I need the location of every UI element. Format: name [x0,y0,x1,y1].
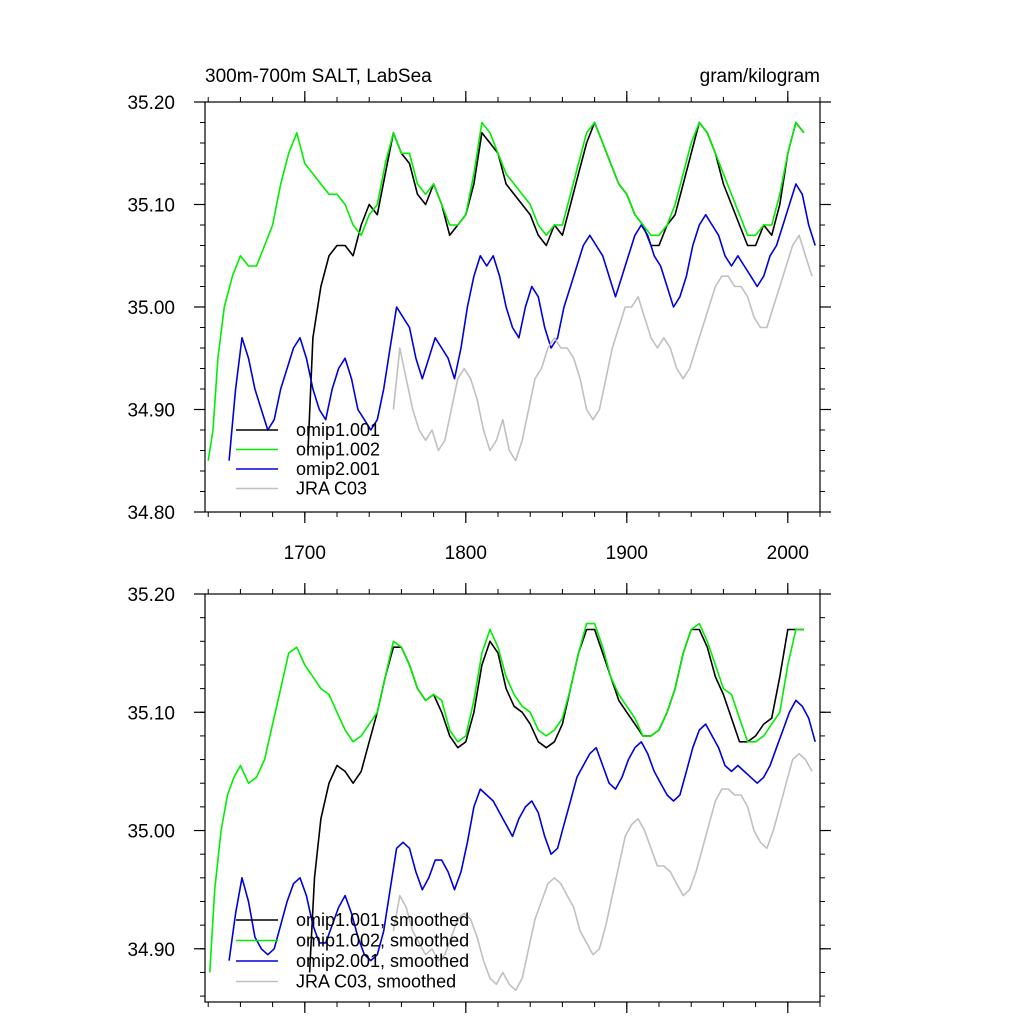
y-tick-label: 34.90 [127,940,175,961]
chart-units: gram/kilogram [700,66,820,87]
series-line-1-1 [209,622,804,973]
y-tick-label: 35.00 [127,822,175,843]
legend-label-1: omip1.002, smoothed [296,931,469,951]
legend-label-0: omip1.001, smoothed [296,910,469,930]
x-tick-label: 2000 [767,543,809,564]
legend-label-1: omip1.002 [296,440,380,460]
y-tick-label: 34.90 [127,401,175,422]
series-line-0-3 [392,234,813,462]
chart-title: 300m-700m SALT, LabSea [205,66,432,87]
x-tick-label: 1900 [606,543,648,564]
series-line-0-0 [307,121,805,451]
series-line-1-2 [228,699,816,962]
legend-label-3: JRA C03, smoothed [296,972,456,992]
legend-label-2: omip2.001 [296,459,380,479]
series-line-0-2 [228,183,816,461]
x-tick-label: 1800 [445,543,487,564]
y-tick-label: 34.80 [127,503,175,524]
legend-label-0: omip1.001 [296,420,380,440]
y-tick-label: 35.20 [127,93,175,114]
series-line-0-1 [207,121,805,461]
series-line-1-3 [392,752,813,992]
y-tick-label: 35.00 [127,298,175,319]
legend-label-3: JRA C03 [296,479,367,499]
legend-label-2: omip2.001, smoothed [296,951,469,971]
y-tick-label: 35.10 [127,703,175,724]
x-tick-label: 1700 [284,543,326,564]
plot-frame-1 [204,593,821,1003]
y-tick-label: 35.10 [127,196,175,217]
y-tick-label: 35.20 [127,585,175,606]
